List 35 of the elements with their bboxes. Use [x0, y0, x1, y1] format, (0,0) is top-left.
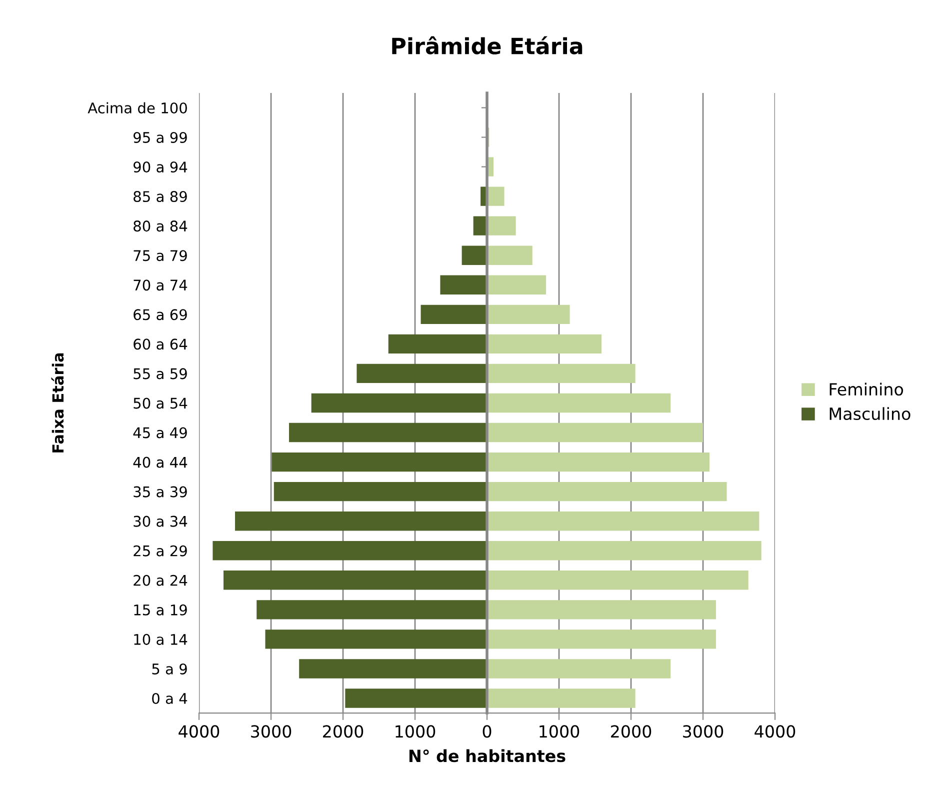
- y-tick-label: 0 a 4: [152, 692, 188, 704]
- x-tick-label: 3000: [251, 725, 292, 738]
- y-tick-label: 5 a 9: [152, 663, 187, 674]
- y-tick-label: 45 a 49: [133, 427, 187, 438]
- x-tick-label: 1000: [396, 725, 436, 738]
- y-tick-label: 55 a 59: [134, 368, 187, 380]
- x-tick-label: 4000: [178, 725, 220, 738]
- legend-label: Masculino: [830, 407, 910, 420]
- y-tick-label: 20 a 24: [134, 574, 188, 586]
- y-tick-label: 35 a 39: [134, 486, 187, 498]
- y-tick-label: 50 a 54: [134, 398, 188, 409]
- x-tick-label: 2000: [611, 725, 652, 738]
- chart-title: Pirâmide Etária: [392, 36, 582, 54]
- y-tick-label: 90 a 94: [134, 162, 188, 173]
- x-tick-label: 3000: [683, 725, 724, 738]
- y-tick-label: 75 a 79: [134, 250, 187, 262]
- y-tick-label: 60 a 64: [134, 338, 188, 350]
- x-axis-title: N° de habitantes: [409, 749, 566, 762]
- y-tick-label: 40 a 44: [133, 456, 188, 468]
- y-tick-label: 30 a 34: [134, 516, 188, 527]
- x-tick-label: 1000: [540, 725, 580, 738]
- legend-label: Feminino: [830, 382, 904, 396]
- y-tick-label: 10 a 14: [134, 634, 188, 645]
- y-tick-label: 65 a 69: [134, 309, 187, 320]
- y-tick-label: Acima de 100: [88, 102, 187, 114]
- y-tick-label: 15 a 19: [134, 604, 187, 616]
- y-tick-label: 95 a 99: [134, 132, 187, 144]
- x-tick-label: 2000: [323, 725, 364, 738]
- x-tick-label: 0: [482, 725, 492, 738]
- y-tick-label: 70 a 74: [134, 280, 188, 291]
- y-tick-label: 85 a 89: [134, 191, 187, 202]
- y-axis-title: Faixa Etária: [51, 353, 64, 452]
- y-tick-label: 25 a 29: [134, 545, 187, 556]
- y-tick-label: 80 a 84: [134, 220, 188, 232]
- x-tick-label: 4000: [754, 725, 796, 738]
